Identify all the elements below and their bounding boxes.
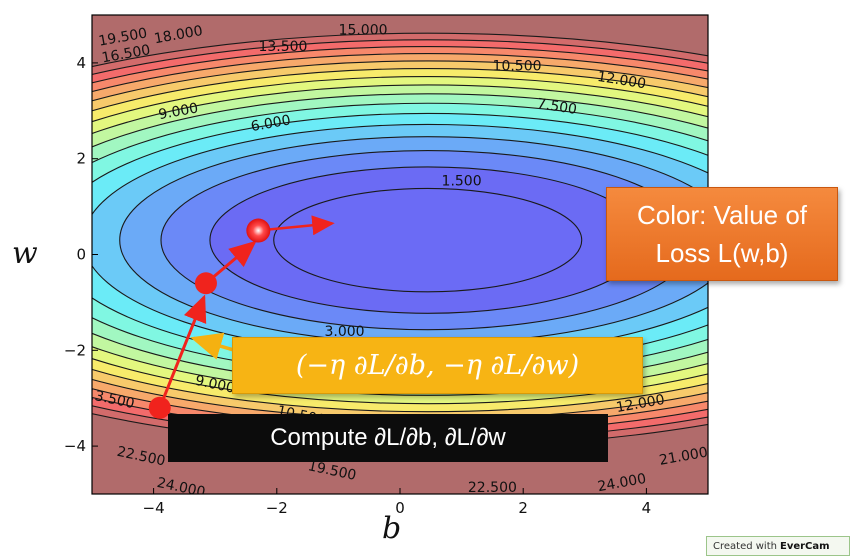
contour-label: 24.000 (596, 471, 647, 495)
descent-path-segment (158, 294, 207, 409)
loss-callout-line2: Loss L(w,b) (655, 238, 789, 268)
contour-label: 22.500 (468, 480, 517, 496)
contour-label: 10.500 (493, 58, 542, 74)
evercam-watermark: Created with EverCam (706, 536, 850, 556)
contour-line (92, 68, 708, 413)
x-tick-label: −4 (143, 499, 165, 517)
contour-label: 15.000 (339, 22, 388, 38)
x-axis-label: b (382, 511, 402, 546)
y-tick-label: −2 (64, 341, 86, 359)
descent-point-current (246, 218, 271, 243)
x-tick-label: −2 (266, 499, 288, 517)
watermark-brand: EverCam (779, 540, 830, 552)
contour-band (273, 188, 582, 292)
y-tick-label: 4 (76, 54, 86, 72)
descent-point (148, 396, 171, 419)
contour-label: 6.000 (250, 112, 292, 135)
descent-point (194, 272, 217, 295)
y-tick-label: 0 (76, 246, 86, 264)
loss-callout-line1: Color: Value of (636, 200, 808, 230)
watermark-prefix: Created with (713, 540, 777, 552)
contour-label: 13.500 (258, 39, 307, 55)
contour-label: 1.500 (442, 173, 482, 189)
contour-label: 9.000 (157, 100, 199, 123)
compute-gradient-callout: Compute ∂L/∂b, ∂L/∂w (168, 414, 608, 462)
contour-line (273, 187, 583, 293)
y-axis-label: w (12, 236, 38, 271)
y-tick-label: −4 (64, 437, 86, 455)
y-tick-label: 2 (76, 150, 86, 168)
x-tick-label: 0 (395, 499, 405, 517)
contour-line (92, 76, 708, 405)
contour-label: 7.500 (536, 96, 578, 118)
x-tick-label: 4 (642, 499, 652, 517)
contour-line (92, 84, 708, 396)
next-step-arrow (258, 215, 335, 236)
compute-gradient-label: Compute ∂L/∂b, ∂L/∂w (270, 424, 506, 451)
update-step-label: (−η ∂L/∂b, −η ∂L/∂w) (295, 350, 580, 381)
update-step-callout: (−η ∂L/∂b, −η ∂L/∂w) (232, 337, 643, 394)
contour-label: 3.000 (325, 324, 365, 340)
x-tick-label: 2 (518, 499, 528, 517)
contour-label: 12.000 (596, 69, 647, 92)
loss-color-callout: Color: Value of Loss L(w,b) (606, 187, 838, 281)
